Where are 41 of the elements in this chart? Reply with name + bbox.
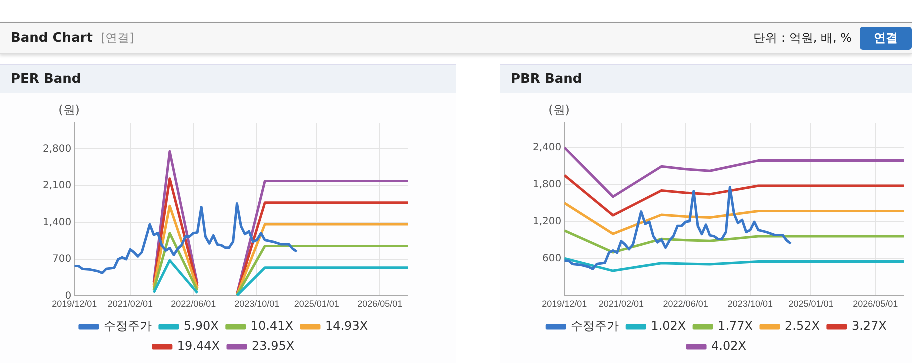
y-tick-label: 2,100 [42, 180, 72, 192]
x-tick-label: 2019/12/01 [52, 299, 98, 310]
legend-label: 1.77X [718, 319, 754, 334]
y-tick-label: 2,400 [532, 142, 562, 154]
y-axis-title: (원) [58, 103, 80, 118]
y-tick-label: 1,200 [532, 216, 562, 228]
legend-label: 19.44X [177, 339, 220, 354]
text: Band Chart [11, 30, 93, 46]
legend-label: 10.41X [250, 319, 294, 334]
x-tick-label: 2023/10/01 [728, 299, 773, 310]
chart-title: PBR Band [500, 64, 912, 93]
text: [연결] [100, 30, 134, 46]
y-tick-label: 700 [52, 254, 72, 266]
x-tick-label: 2019/12/01 [542, 299, 588, 310]
legend-label: 23.95X [252, 339, 295, 354]
legend-label: 2.52X [785, 319, 820, 334]
x-tick-label: 2022/06/01 [663, 299, 708, 310]
x-tick-label: 2025/01/01 [788, 299, 834, 310]
y-tick-label: 0 [65, 290, 72, 302]
chart-title: PER Band [0, 64, 456, 93]
y-tick-label: 1,800 [532, 179, 562, 190]
text: 단위 : 억원, 배, % [754, 30, 852, 46]
legend-label: 3.27X [852, 319, 887, 334]
legend-label: 수정주가 [104, 319, 152, 334]
legend-label: 5.90X [184, 319, 219, 334]
x-tick-label: 2022/06/01 [171, 299, 216, 310]
x-tick-label: 2026/05/01 [358, 299, 403, 310]
y-tick-label: 1,400 [42, 217, 72, 228]
y-tick-label: 600 [542, 254, 562, 265]
x-tick-label: 2026/05/01 [853, 299, 898, 310]
text: 연결 [860, 26, 912, 50]
legend-label: 4.02X [712, 339, 746, 354]
legend-label: 14.93X [325, 319, 368, 334]
x-tick-label: 2025/01/01 [294, 299, 340, 310]
x-tick-label: 2021/02/01 [108, 299, 153, 310]
legend-label: 수정주가 [571, 319, 620, 334]
legend-label: 1.02X [651, 319, 686, 334]
x-tick-label: 2023/10/01 [234, 299, 280, 310]
x-tick-label: 2021/02/01 [598, 299, 644, 310]
y-tick-label: 2,800 [42, 144, 72, 155]
y-axis-title: (원) [548, 103, 570, 118]
